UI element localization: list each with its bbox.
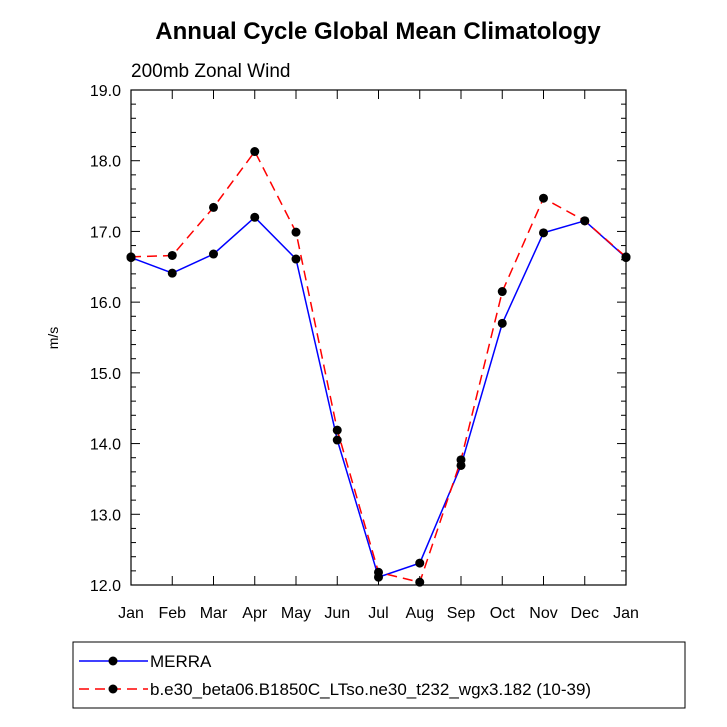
data-point-s1 (497, 287, 507, 297)
x-tick-label: Feb (158, 605, 186, 622)
data-point-s0 (539, 228, 548, 238)
data-point-s0 (332, 435, 342, 445)
chart-title: Annual Cycle Global Mean Climatology (155, 18, 601, 45)
y-tick-label: 12.0 (90, 578, 121, 595)
y-tick-label: 18.0 (90, 154, 121, 171)
legend-label-1: b.e30_beta06.B1850C_LTso.ne30_t232_wgx3.… (150, 680, 591, 699)
x-tick-label: Sep (447, 605, 476, 622)
data-point-s1 (209, 202, 218, 212)
data-point-s1 (167, 250, 177, 260)
data-point-s1 (250, 147, 260, 157)
data-point-s0 (167, 268, 177, 278)
y-tick-label: 17.0 (90, 224, 121, 241)
legend: MERRA b.e30_beta06.B1850C_LTso.ne30_t232_… (79, 652, 591, 699)
legend-box (72, 641, 686, 709)
data-point-s0 (497, 318, 507, 328)
data-point-s1 (621, 252, 631, 262)
data-point-s0 (209, 249, 218, 259)
y-tick-label: 14.0 (90, 437, 121, 454)
x-tick-label: Nov (529, 605, 557, 622)
series-line-0 (130, 216, 627, 579)
data-point-s1 (291, 227, 301, 237)
x-tick-label: Jul (368, 605, 388, 622)
data-point-s1 (539, 193, 548, 203)
x-tick-label: Jun (324, 605, 350, 622)
x-tick-label: Dec (571, 605, 599, 622)
x-tick-label: Mar (200, 605, 228, 622)
data-point-s0 (250, 212, 260, 222)
chart-subtitle: 200mb Zonal Wind (131, 61, 290, 82)
x-tick-label: Apr (242, 605, 268, 622)
y-tick-label: 16.0 (90, 295, 121, 312)
x-tick-label: Jan (118, 605, 144, 622)
plot-area-frame (130, 89, 627, 586)
series-layer (126, 147, 631, 587)
legend-marker-0 (108, 656, 118, 666)
legend-label-0: MERRA (150, 652, 212, 671)
series-line-1 (130, 150, 627, 584)
data-point-s0 (415, 558, 425, 568)
data-point-s1 (126, 252, 136, 262)
data-point-s1 (415, 577, 425, 587)
data-point-s0 (291, 254, 301, 264)
x-tick-label: Aug (406, 605, 434, 622)
x-tick-label: Oct (490, 605, 515, 622)
data-point-s1 (580, 216, 590, 226)
y-tick-label: 13.0 (90, 507, 121, 524)
y-tick-label: 19.0 (90, 83, 121, 100)
data-point-s1 (456, 455, 466, 465)
x-tick-label: Jan (613, 605, 639, 622)
axis-ticks: 12.0 13.0 14.0 15.0 16.0 17.0 18.0 19.0 Jan Feb Ma… (90, 83, 639, 622)
y-tick-label: 15.0 (90, 366, 121, 383)
data-point-s1 (332, 425, 342, 435)
x-tick-label: May (281, 605, 311, 622)
data-point-s1 (374, 567, 383, 577)
legend-marker-1 (108, 684, 118, 694)
y-axis-title: m/s (45, 327, 61, 350)
